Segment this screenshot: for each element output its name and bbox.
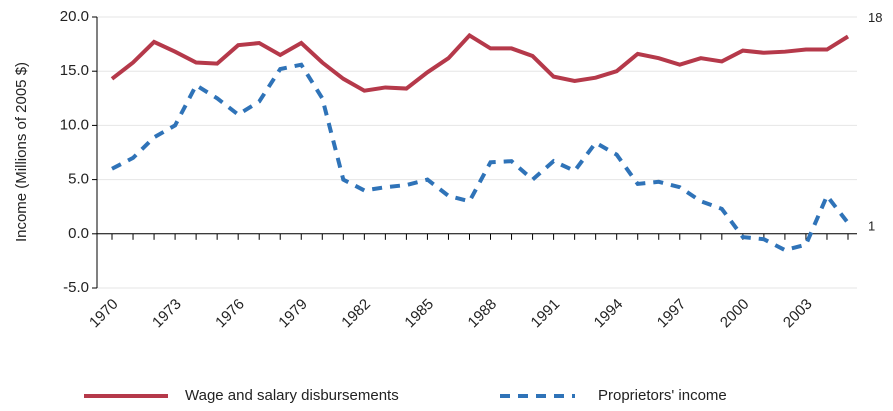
y-tick-label: -5.0: [63, 279, 89, 296]
y-tick-label: 0.0: [68, 225, 89, 242]
y-tick-label: 15.0: [60, 62, 89, 79]
x-tick-label: 2003: [780, 296, 816, 332]
x-tick-label: 1997: [654, 296, 690, 332]
series-line: [110, 32, 850, 93]
x-tick-label: 1973: [149, 296, 185, 332]
x-tick-label: 1985: [401, 296, 437, 332]
series-line: [111, 62, 850, 253]
y-tick-label: 5.0: [68, 171, 89, 188]
end-label: 1: [868, 218, 875, 233]
y-tick-label: 20.0: [60, 8, 89, 25]
end-label: 18: [868, 10, 882, 25]
x-tick-label: 1988: [465, 296, 501, 332]
x-tick-label: 2000: [717, 296, 753, 332]
x-tick-label: 1982: [338, 296, 374, 332]
y-axis-label: Income (Millions of 2005 $): [13, 62, 30, 242]
x-tick-label: 1994: [591, 296, 627, 332]
x-tick-label: 1991: [528, 296, 564, 332]
y-tick-label: 10.0: [60, 116, 89, 133]
x-tick-label: 1979: [275, 296, 311, 332]
legend-label: Wage and salary disbursements: [185, 387, 399, 404]
x-tick-label: 1976: [212, 296, 248, 332]
legend-label: Proprietors' income: [598, 387, 727, 404]
x-tick-label: 1970: [86, 296, 122, 332]
